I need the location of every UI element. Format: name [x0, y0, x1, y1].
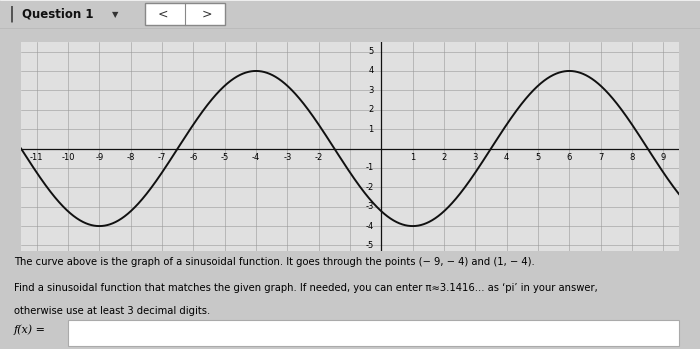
Text: -1: -1 — [365, 163, 374, 172]
Text: 4: 4 — [368, 66, 374, 75]
Text: 3: 3 — [473, 153, 478, 162]
Text: -7: -7 — [158, 153, 166, 162]
Text: 2: 2 — [368, 105, 374, 114]
Text: -4: -4 — [252, 153, 260, 162]
Text: 1: 1 — [368, 125, 374, 134]
Text: Question 1: Question 1 — [22, 8, 94, 21]
Text: Find a sinusoidal function that matches the given graph. If needed, you can ente: Find a sinusoidal function that matches … — [14, 283, 598, 293]
Text: -8: -8 — [127, 153, 135, 162]
Text: >: > — [202, 8, 212, 21]
Text: -3: -3 — [365, 202, 374, 211]
Text: 5: 5 — [536, 153, 540, 162]
Text: The curve above is the graph of a sinusoidal function. It goes through the point: The curve above is the graph of a sinuso… — [14, 257, 535, 267]
Text: 8: 8 — [629, 153, 635, 162]
Text: -2: -2 — [365, 183, 374, 192]
Text: <: < — [158, 8, 168, 21]
Text: 3: 3 — [368, 86, 374, 95]
Text: -6: -6 — [189, 153, 197, 162]
Text: -4: -4 — [365, 222, 374, 231]
Text: 2: 2 — [442, 153, 447, 162]
Text: 5: 5 — [368, 47, 374, 56]
FancyBboxPatch shape — [145, 3, 225, 25]
Text: -2: -2 — [314, 153, 323, 162]
Text: f(x) =: f(x) = — [14, 325, 46, 335]
Text: otherwise use at least 3 decimal digits.: otherwise use at least 3 decimal digits. — [14, 306, 210, 315]
Text: ▼: ▼ — [112, 10, 118, 19]
Text: 9: 9 — [661, 153, 666, 162]
Text: -5: -5 — [365, 241, 374, 250]
Text: 4: 4 — [504, 153, 510, 162]
Text: 6: 6 — [566, 153, 572, 162]
FancyBboxPatch shape — [69, 320, 680, 346]
Text: -10: -10 — [62, 153, 75, 162]
Text: -3: -3 — [283, 153, 291, 162]
Text: -5: -5 — [220, 153, 229, 162]
Text: -11: -11 — [30, 153, 43, 162]
Text: -9: -9 — [95, 153, 104, 162]
Text: 7: 7 — [598, 153, 603, 162]
Text: 1: 1 — [410, 153, 415, 162]
